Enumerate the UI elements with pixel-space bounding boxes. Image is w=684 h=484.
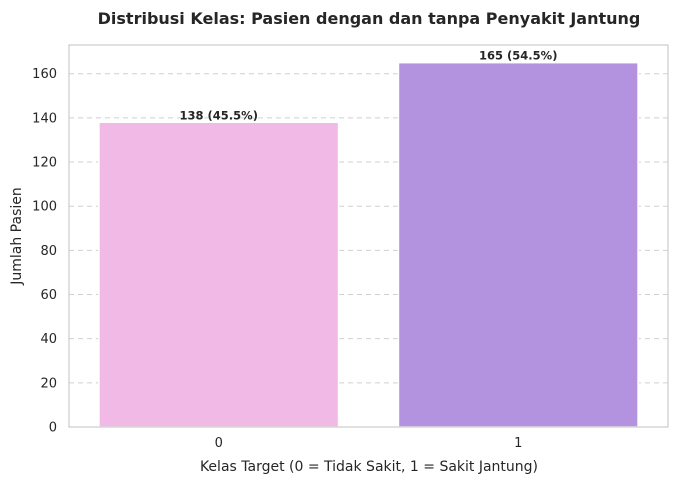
data-labels: 138 (45.5%) 165 (54.5%) bbox=[180, 49, 558, 123]
y-tick-label: 20 bbox=[40, 376, 57, 391]
y-tick-label: 160 bbox=[32, 67, 57, 82]
bar-0 bbox=[98, 121, 340, 428]
y-tick-label: 80 bbox=[40, 244, 57, 259]
chart-title: Distribusi Kelas: Pasien dengan dan tanp… bbox=[98, 9, 641, 28]
y-tick-label: 40 bbox=[40, 332, 57, 347]
y-tick-label: 140 bbox=[32, 111, 57, 126]
x-axis-label: Kelas Target (0 = Tidak Sakit, 1 = Sakit… bbox=[200, 459, 538, 475]
data-label-0: 138 (45.5%) bbox=[180, 108, 258, 122]
x-tick-label-0: 0 bbox=[215, 436, 223, 451]
y-tick-label: 0 bbox=[49, 421, 57, 436]
bars bbox=[98, 61, 639, 428]
bar-1 bbox=[397, 61, 639, 428]
x-tick-label-1: 1 bbox=[514, 436, 522, 451]
y-tick-label: 120 bbox=[32, 156, 57, 171]
y-axis-ticks: 0 20 40 60 80 100 120 140 160 bbox=[32, 67, 57, 435]
y-axis-label: Jumlah Pasien bbox=[9, 187, 25, 286]
data-label-1: 165 (54.5%) bbox=[479, 49, 557, 63]
y-tick-label: 100 bbox=[32, 200, 57, 215]
y-tick-label: 60 bbox=[40, 288, 57, 303]
plot-frame bbox=[68, 44, 669, 428]
